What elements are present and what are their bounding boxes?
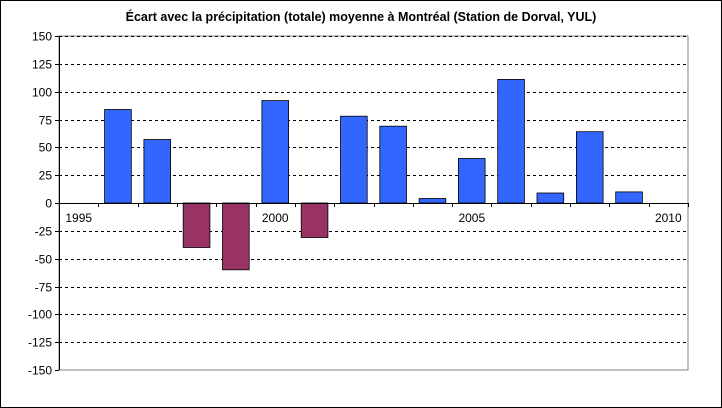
y-tick-label: 100 — [32, 86, 52, 100]
chart-title: Écart avec la précipitation (totale) moy… — [125, 10, 597, 24]
bar-2001 — [300, 202, 329, 238]
bar-2006 — [497, 79, 525, 204]
y-tick-label: 75 — [39, 114, 53, 128]
bar-2007 — [536, 192, 565, 204]
bar-2005 — [457, 158, 486, 204]
bar-2008 — [576, 131, 604, 204]
y-tick-label: 50 — [39, 141, 53, 155]
bar-2000 — [261, 100, 289, 204]
bar-2003 — [379, 125, 407, 204]
y-tick-label: 125 — [32, 58, 52, 72]
y-tick-label: -100 — [28, 308, 52, 322]
y-tick-label: -150 — [28, 364, 52, 378]
bar-1998 — [182, 202, 211, 248]
y-tick-label: -50 — [35, 253, 53, 267]
x-tick-label: 2005 — [458, 211, 485, 225]
bar-2009 — [615, 191, 643, 204]
x-tick-label: 1995 — [65, 211, 92, 225]
axes — [55, 36, 689, 371]
bar-2004 — [418, 198, 447, 204]
y-tick-label: -75 — [35, 281, 53, 295]
y-tick-label: 0 — [45, 197, 52, 211]
y-tick-label: -25 — [35, 225, 53, 239]
x-tick-labels: 1995 2000 2005 2010 — [65, 211, 682, 225]
bar-2002 — [340, 115, 368, 204]
y-tick-label: 25 — [39, 169, 53, 183]
x-tick-label: 2000 — [262, 211, 289, 225]
x-tick-label: 2010 — [655, 211, 682, 225]
bar-1996 — [104, 109, 132, 204]
y-tick-label: 150 — [32, 30, 52, 44]
y-tick-labels: 150 125 100 75 50 25 0 -25 -50 -75 -100 -125 -150 — [28, 30, 52, 378]
bars — [104, 79, 643, 271]
bar-1997 — [143, 139, 171, 204]
bar-1999 — [222, 202, 250, 271]
y-tick-label: -125 — [28, 336, 52, 350]
